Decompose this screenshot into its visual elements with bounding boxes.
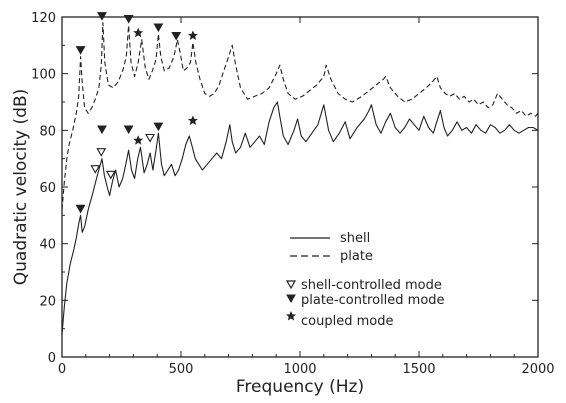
marker-layer <box>75 12 198 214</box>
y-axis-label: Quadratic velocity (dB) <box>11 89 31 285</box>
x-tick-label: 1500 <box>402 362 435 377</box>
legend-filled-triangle-icon <box>286 294 296 304</box>
legend-label-coupled: coupled mode <box>301 314 393 329</box>
plate-controlled-mode-marker <box>123 14 134 24</box>
plate-controlled-mode-marker <box>97 125 107 135</box>
plate-controlled-mode-marker <box>123 125 134 135</box>
x-axis-label: Frequency (Hz) <box>236 377 364 397</box>
coupled-mode-marker <box>187 30 198 40</box>
series-layer <box>61 22 539 335</box>
plate-controlled-mode-marker <box>75 204 86 214</box>
legend-label-plate-controlled: plate-controlled mode <box>301 293 445 308</box>
x-tick-label: 500 <box>169 362 194 377</box>
shell-controlled-mode-marker <box>105 170 116 180</box>
y-tick-label: 0 <box>48 351 56 366</box>
plate-controlled-mode-marker <box>153 23 164 33</box>
y-tick-label: 100 <box>31 68 56 83</box>
x-tick-label: 2000 <box>521 362 554 377</box>
x-axis-ticks: 0 500 1000 1500 2000 <box>58 17 555 377</box>
y-tick-label: 40 <box>39 238 56 253</box>
y-tick-label: 60 <box>39 181 56 196</box>
legend-label-plate: plate <box>340 249 373 264</box>
coupled-mode-marker <box>133 27 144 38</box>
legend-star-icon <box>286 311 296 321</box>
plate-controlled-mode-marker <box>97 12 107 21</box>
series-line-shell <box>61 101 539 335</box>
legend-label-shell: shell <box>340 231 370 246</box>
x-tick-label: 1000 <box>283 362 316 377</box>
y-tick-label: 80 <box>39 124 56 139</box>
plot-frame <box>61 16 539 358</box>
shell-controlled-mode-marker <box>90 165 101 174</box>
x-tick-label: 0 <box>58 362 66 377</box>
plate-controlled-mode-marker <box>75 46 86 55</box>
shell-controlled-mode-marker <box>96 148 107 157</box>
y-axis-ticks: 0 20 40 60 80 100 120 <box>31 11 538 366</box>
y-tick-label: 120 <box>31 11 56 26</box>
series-line-plate <box>61 22 539 210</box>
plate-controlled-mode-marker <box>171 31 182 41</box>
plate-controlled-mode-marker <box>153 122 164 132</box>
legend: shell plate shell-controlled mode plate-… <box>285 231 445 329</box>
coupled-mode-marker <box>187 115 198 125</box>
legend-open-triangle-icon <box>285 280 297 290</box>
shell-controlled-mode-marker <box>145 133 156 143</box>
coupled-mode-marker <box>133 135 144 145</box>
legend-label-shell-controlled: shell-controlled mode <box>301 278 442 293</box>
y-tick-label: 20 <box>39 294 56 309</box>
